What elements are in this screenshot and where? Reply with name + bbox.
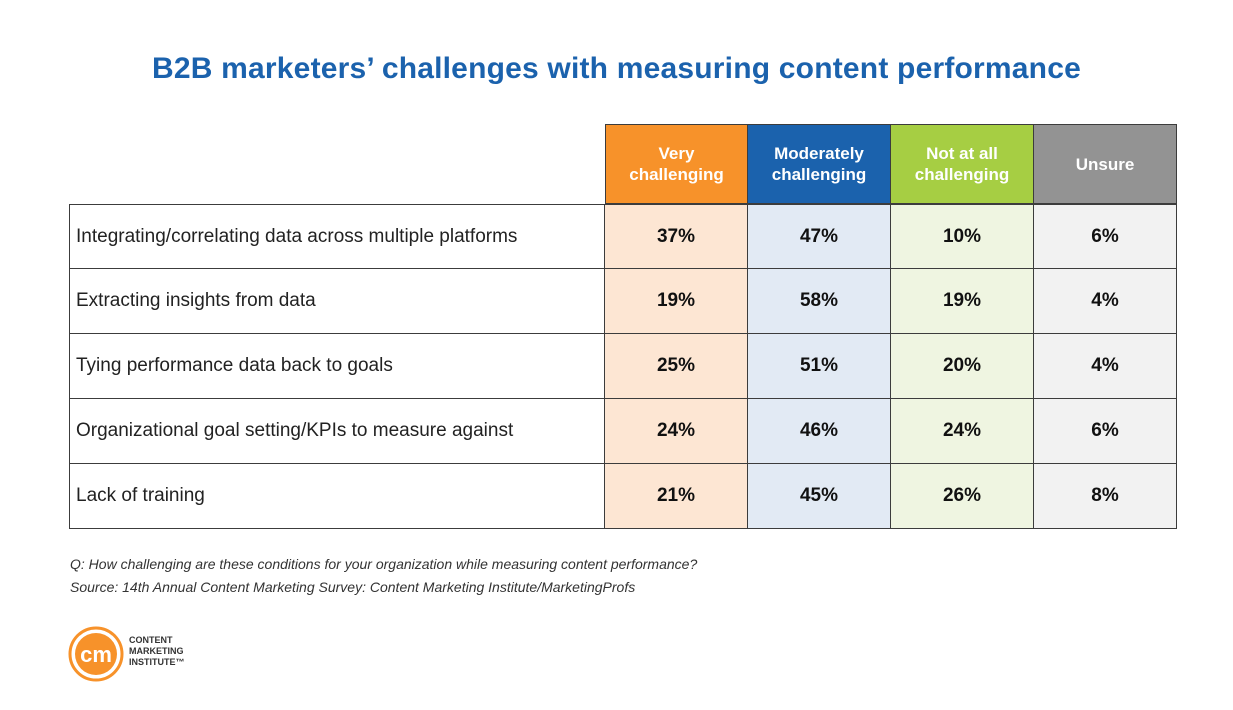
value-cell: 24% — [891, 399, 1034, 464]
column-header: Unsure — [1034, 124, 1177, 204]
chart-title: B2B marketers’ challenges with measuring… — [152, 52, 1081, 85]
source-note: Source: 14th Annual Content Marketing Su… — [70, 579, 636, 595]
table-corner — [69, 124, 605, 204]
value-cell: 37% — [605, 204, 748, 269]
row-label: Tying performance data back to goals — [69, 334, 605, 399]
value-cell: 51% — [748, 334, 891, 399]
data-table: Very challenging Moderately challenging No… — [69, 124, 1177, 529]
row-label: Lack of training — [69, 464, 605, 529]
survey-question: Q: How challenging are these conditions … — [70, 556, 698, 572]
value-cell: 58% — [748, 269, 891, 334]
column-header: Moderately challenging — [748, 124, 891, 204]
value-cell: 47% — [748, 204, 891, 269]
chart-notes: Q: How challenging are these conditions … — [70, 553, 697, 599]
value-cell: 26% — [891, 464, 1034, 529]
row-label: Extracting insights from data — [69, 269, 605, 334]
value-cell: 10% — [891, 204, 1034, 269]
logo-line-2: MARKETING — [129, 646, 184, 656]
value-cell: 25% — [605, 334, 748, 399]
value-cell: 8% — [1034, 464, 1177, 529]
value-cell: 45% — [748, 464, 891, 529]
value-cell: 24% — [605, 399, 748, 464]
value-cell: 4% — [1034, 269, 1177, 334]
value-cell: 21% — [605, 464, 748, 529]
value-cell: 19% — [891, 269, 1034, 334]
value-cell: 6% — [1034, 399, 1177, 464]
cmi-logo: cm CONTENT MARKETING INSTITUTE™ — [68, 626, 185, 682]
value-cell: 20% — [891, 334, 1034, 399]
row-label: Organizational goal setting/KPIs to meas… — [69, 399, 605, 464]
row-label: Integrating/correlating data across mult… — [69, 204, 605, 269]
column-header: Not at all challenging — [891, 124, 1034, 204]
value-cell: 19% — [605, 269, 748, 334]
value-cell: 46% — [748, 399, 891, 464]
column-header: Very challenging — [605, 124, 748, 204]
value-cell: 6% — [1034, 204, 1177, 269]
logo-line-1: CONTENT — [129, 635, 173, 645]
logo-mark: cm — [80, 642, 112, 667]
logo-inner-circle — [75, 633, 117, 675]
logo-line-3: INSTITUTE™ — [129, 657, 185, 667]
value-cell: 4% — [1034, 334, 1177, 399]
